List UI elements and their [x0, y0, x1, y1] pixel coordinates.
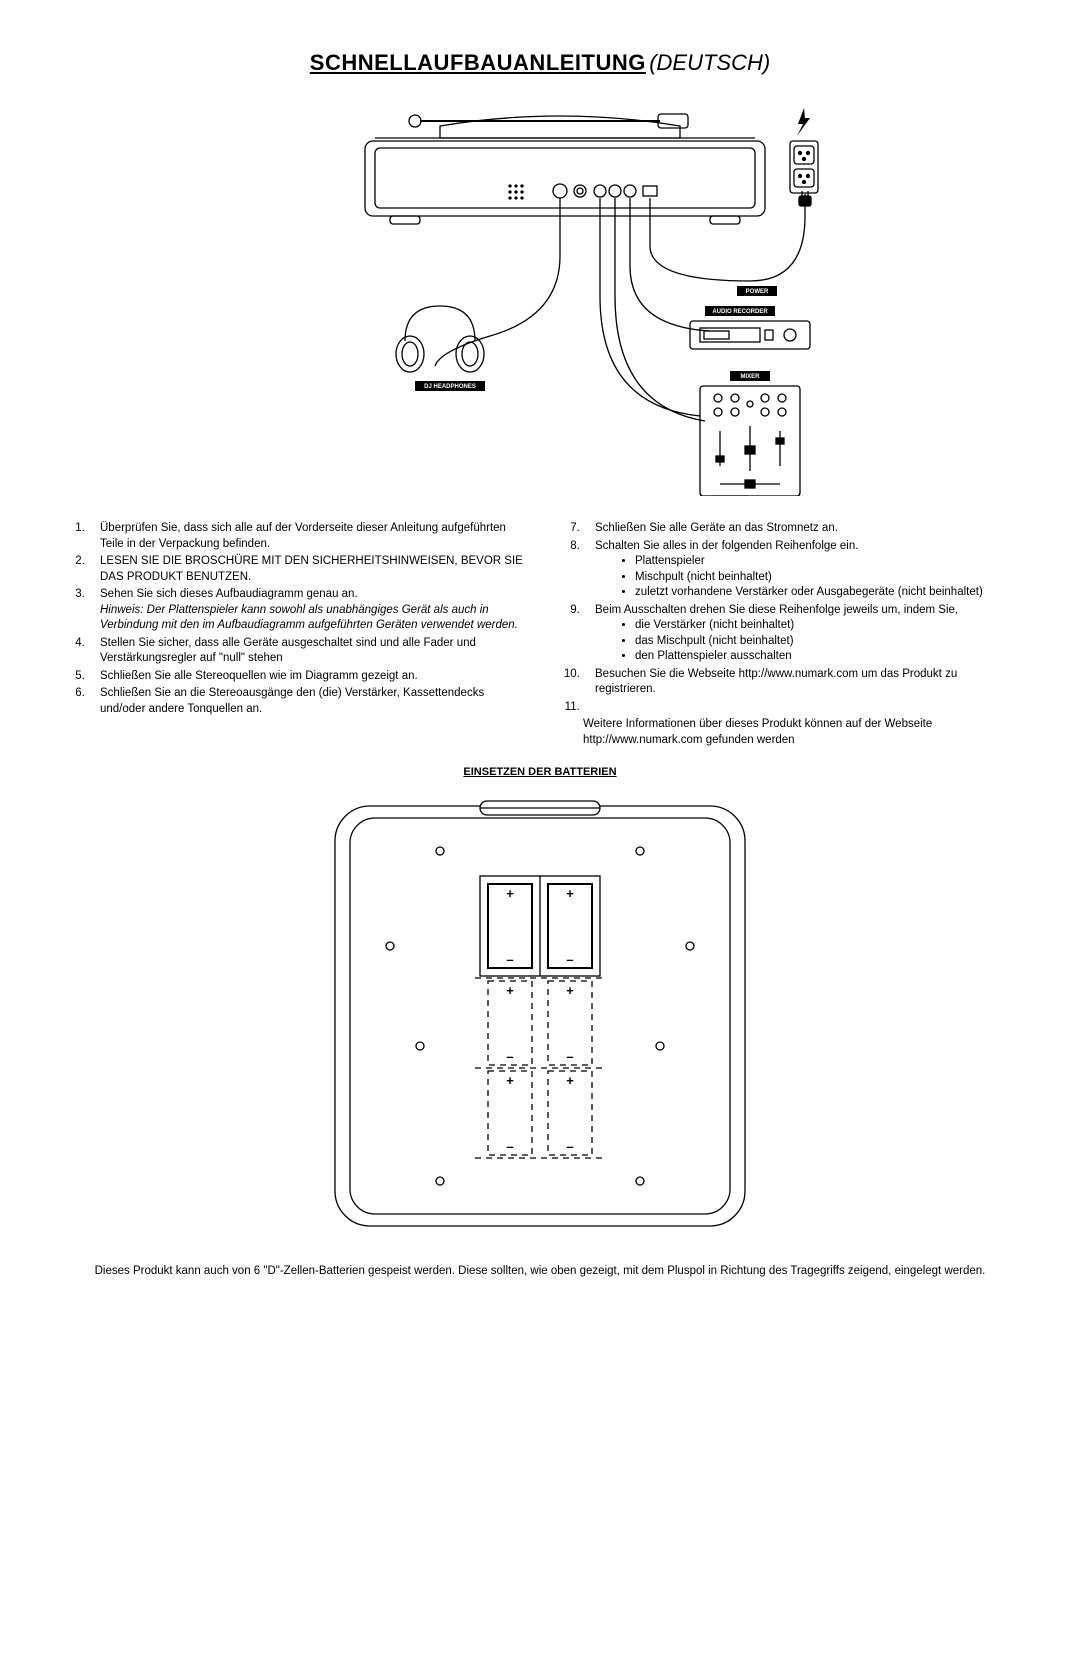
left-column: Überprüfen Sie, dass sich alle auf der V… [60, 521, 525, 748]
setup-diagram: POWER AUDIO RECORDER MIXER DJ HEADPHONES [260, 96, 820, 496]
right-tail-text: Weitere Informationen über dieses Produk… [555, 717, 1020, 748]
minus-2: – [566, 952, 573, 967]
plus-1: + [506, 886, 514, 901]
instruction-item: Schalten Sie alles in der folgenden Reih… [583, 539, 1020, 601]
minus-4: – [566, 1049, 573, 1064]
instruction-note: Hinweis: Der Plattenspieler kann sowohl … [100, 604, 518, 632]
instruction-item: Schließen Sie alle Geräte an das Stromne… [583, 521, 1020, 537]
sub-item: Plattenspieler [635, 554, 1020, 570]
power-label: POWER [746, 289, 769, 295]
minus-3: – [506, 1049, 513, 1064]
sub-item: den Plattenspieler ausschalten [635, 649, 1020, 665]
instruction-item: Schließen Sie an die Stereoausgänge den … [88, 686, 525, 717]
title-main: SCHNELLAUFBAUANLEITUNG [310, 50, 646, 75]
sub-item: zuletzt vorhandene Verstärker oder Ausga… [635, 585, 1020, 601]
sub-item: das Mischpult (nicht beinhaltet) [635, 634, 1020, 650]
right-list: Schließen Sie alle Geräte an das Stromne… [555, 521, 1020, 715]
instruction-item: Besuchen Sie die Webseite http://www.num… [583, 667, 1020, 698]
plus-3: + [506, 983, 514, 998]
instruction-item: LESEN SIE DIE BROSCHÜRE MIT DEN SICHERHE… [88, 554, 525, 585]
mixer-label: MIXER [740, 374, 760, 380]
minus-1: – [506, 952, 513, 967]
battery-footnote: Dieses Produkt kann auch von 6 "D"-Zelle… [80, 1264, 1000, 1280]
plus-4: + [566, 983, 574, 998]
sub-list: PlattenspielerMischpult (nicht beinhalte… [595, 554, 1020, 601]
left-list: Überprüfen Sie, dass sich alle auf der V… [60, 521, 525, 717]
plus-6: + [566, 1073, 574, 1088]
plus-2: + [566, 886, 574, 901]
instruction-item: Stellen Sie sicher, dass alle Geräte aus… [88, 636, 525, 667]
page-title: SCHNELLAUFBAUANLEITUNG (DEUTSCH) [60, 50, 1020, 76]
plus-5: + [506, 1073, 514, 1088]
sub-list: die Verstärker (nicht beinhaltet)das Mis… [595, 618, 1020, 665]
sub-item: die Verstärker (nicht beinhaltet) [635, 618, 1020, 634]
recorder-label: AUDIO RECORDER [712, 309, 768, 315]
instruction-item: Sehen Sie sich dieses Aufbaudiagramm gen… [88, 587, 525, 634]
minus-5: – [506, 1139, 513, 1154]
instruction-item: Schließen Sie alle Stereoquellen wie im … [88, 669, 525, 685]
headphones-label: DJ HEADPHONES [424, 384, 476, 390]
instruction-item: Beim Ausschalten drehen Sie diese Reihen… [583, 603, 1020, 665]
battery-diagram: + + – – + + – – + + – – [305, 786, 775, 1246]
instruction-columns: Überprüfen Sie, dass sich alle auf der V… [60, 521, 1020, 748]
instruction-item [583, 700, 1020, 716]
right-column: Schließen Sie alle Geräte an das Stromne… [555, 521, 1020, 748]
battery-heading: EINSETZEN DER BATTERIEN [60, 766, 1020, 778]
instruction-item: Überprüfen Sie, dass sich alle auf der V… [88, 521, 525, 552]
sub-item: Mischpult (nicht beinhaltet) [635, 570, 1020, 586]
minus-6: – [566, 1139, 573, 1154]
title-lang: (DEUTSCH) [649, 50, 770, 75]
